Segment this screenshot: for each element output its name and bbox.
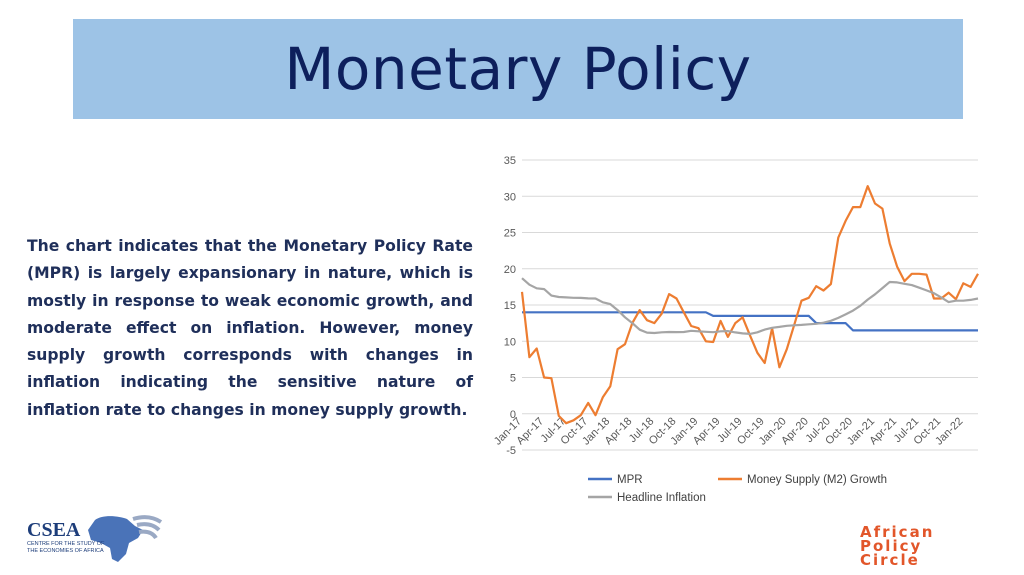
- series-line-m2: [520, 185, 979, 425]
- y-tick-label: 25: [504, 228, 516, 240]
- legend-label-m2: Money Supply (M2) Growth: [747, 474, 887, 486]
- series-line-mpr: [522, 311, 978, 332]
- apc-line-3: Circle: [860, 551, 920, 569]
- csea-tagline-1: CENTRE FOR THE STUDY OF: [27, 541, 105, 547]
- y-tick-label: 15: [504, 300, 516, 312]
- csea-logo: CSEA CENTRE FOR THE STUDY OF THE ECONOMI…: [27, 515, 163, 562]
- y-tick-label: 20: [504, 264, 516, 276]
- signal-arcs-icon: [132, 515, 163, 540]
- african-policy-circle-logo: African Policy Circle: [860, 523, 934, 569]
- page-title: Monetary Policy: [284, 35, 752, 103]
- y-tick-label: -5: [506, 445, 516, 457]
- y-tick-label: 30: [504, 191, 516, 203]
- line-chart: -505101520253035Jan-17Apr-17Jul-17Oct-17…: [492, 155, 979, 504]
- csea-tagline-2: THE ECONOMIES OF AFRICA: [27, 548, 104, 554]
- chart-description: The chart indicates that the Monetary Po…: [27, 237, 473, 419]
- apc-line-2: Policy: [860, 537, 922, 555]
- y-tick-label: 0: [510, 409, 516, 421]
- y-tick-label: 35: [504, 155, 516, 167]
- apc-line-1: African: [860, 523, 934, 541]
- y-tick-label: 10: [504, 336, 516, 348]
- africa-map-icon: [88, 516, 143, 562]
- csea-name: CSEA: [27, 519, 81, 541]
- series-line-inflation: [521, 277, 979, 335]
- legend-label-mpr: MPR: [617, 474, 643, 486]
- y-tick-label: 5: [510, 373, 516, 385]
- legend-label-inflation: Headline Inflation: [617, 492, 706, 504]
- title-band: Monetary Policy: [73, 19, 963, 119]
